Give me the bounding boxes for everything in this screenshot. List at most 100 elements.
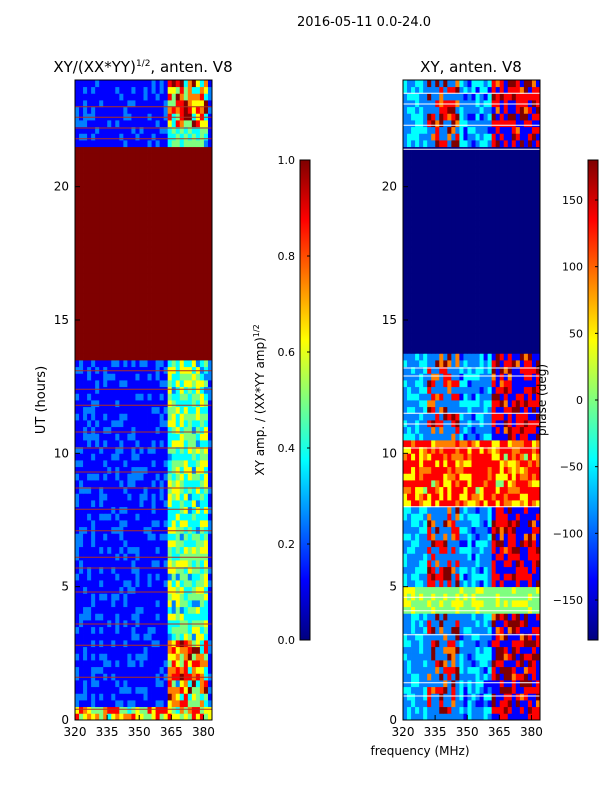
heatmap-cell <box>411 513 416 521</box>
heatmap-cell <box>91 653 96 661</box>
heatmap-cell <box>143 106 148 114</box>
heatmap-cell <box>503 493 509 501</box>
heatmap-cell <box>527 460 533 468</box>
heatmap-cell <box>159 306 165 314</box>
heatmap-cell <box>131 633 136 641</box>
heatmap-cell <box>135 253 140 261</box>
heatmap-cell <box>139 166 144 174</box>
heatmap-cell <box>167 440 173 448</box>
heatmap-cell <box>187 226 193 234</box>
heatmap-cell <box>203 346 209 354</box>
heatmap-cell <box>199 193 205 201</box>
heatmap-cell <box>151 386 156 394</box>
heatmap-cell <box>155 86 161 94</box>
heatmap-cell <box>207 653 213 661</box>
heatmap-cell <box>115 253 120 261</box>
heatmap-cell <box>427 560 432 568</box>
heatmap-cell <box>135 226 140 234</box>
heatmap-cell <box>143 413 148 421</box>
heatmap-cell <box>179 320 185 328</box>
heatmap-cell <box>195 560 201 568</box>
heatmap-cell <box>175 300 181 308</box>
heatmap-cell <box>167 393 173 401</box>
heatmap-cell <box>139 700 144 708</box>
heatmap-cell <box>75 193 80 201</box>
heatmap-cell <box>163 373 169 381</box>
heatmap-cell <box>151 246 156 254</box>
heatmap-cell <box>439 433 444 441</box>
heatmap-cell <box>179 100 185 108</box>
heatmap-cell <box>111 360 116 368</box>
heatmap-cell <box>523 580 529 588</box>
heatmap-cell <box>127 286 132 294</box>
heatmap-cell <box>123 426 128 434</box>
heatmap-cell <box>127 420 132 428</box>
heatmap-cell <box>435 613 440 621</box>
heatmap-cell <box>111 193 116 201</box>
heatmap-cell <box>431 573 436 581</box>
heatmap-cell <box>427 693 432 701</box>
heatmap-cell <box>519 680 525 688</box>
heatmap-cell <box>407 533 412 541</box>
heatmap-cell <box>151 133 156 141</box>
heatmap-cell <box>427 713 432 721</box>
heatmap-cell <box>99 260 104 268</box>
heatmap-cell <box>507 553 513 561</box>
heatmap-cell <box>87 633 92 641</box>
heatmap-cell <box>183 146 189 154</box>
heatmap-cell <box>103 693 108 701</box>
heatmap-cell <box>179 360 185 368</box>
heatmap-cell <box>135 440 140 448</box>
heatmap-cell <box>75 100 80 108</box>
heatmap-cell <box>499 426 505 434</box>
heatmap-cell <box>407 460 412 468</box>
heatmap-cell <box>123 260 128 268</box>
heatmap-cell <box>531 546 537 554</box>
heatmap-cell <box>423 400 428 408</box>
heatmap-cell <box>171 500 177 508</box>
heatmap-cell <box>451 633 456 641</box>
heatmap-cell <box>83 260 88 268</box>
heatmap-cell <box>167 200 173 208</box>
heatmap-cell <box>139 266 144 274</box>
heatmap-cell <box>75 473 80 481</box>
heatmap-cell <box>527 693 533 701</box>
heatmap-cell <box>131 440 136 448</box>
heatmap-cell <box>111 253 116 261</box>
heatmap-cell <box>79 193 84 201</box>
heatmap-cell <box>95 380 100 388</box>
heatmap-cell <box>475 433 480 441</box>
heatmap-cell <box>103 413 108 421</box>
heatmap-cell <box>163 600 169 608</box>
heatmap-cell <box>423 553 428 561</box>
heatmap-cell <box>87 513 92 521</box>
heatmap-cell <box>479 460 484 468</box>
heatmap-cell <box>499 406 505 414</box>
heatmap-cell <box>535 613 541 621</box>
heatmap-cell <box>95 160 100 168</box>
heatmap-cell <box>487 446 493 454</box>
heatmap-cell <box>87 560 92 568</box>
heatmap-cell <box>431 713 436 721</box>
heatmap-cell <box>459 686 464 694</box>
heatmap-cell <box>511 613 517 621</box>
heatmap-cell <box>159 340 165 348</box>
heatmap-cell <box>155 160 161 168</box>
heatmap-cell <box>139 326 144 334</box>
heatmap-cell <box>531 560 537 568</box>
heatmap-cell <box>455 553 460 561</box>
heatmap-cell <box>147 393 152 401</box>
heatmap-cell <box>103 706 108 714</box>
heatmap-cell <box>83 380 88 388</box>
heatmap-cell <box>483 660 489 668</box>
heatmap-cell <box>119 180 124 188</box>
heatmap-cell <box>499 673 505 681</box>
heatmap-cell <box>523 626 529 634</box>
heatmap-cell <box>415 560 420 568</box>
heatmap-cell <box>123 273 128 281</box>
heatmap-cell <box>95 100 100 108</box>
heatmap-cell <box>83 680 88 688</box>
heatmap-cell <box>155 686 161 694</box>
heatmap-cell <box>483 473 489 481</box>
heatmap-cell <box>419 400 424 408</box>
